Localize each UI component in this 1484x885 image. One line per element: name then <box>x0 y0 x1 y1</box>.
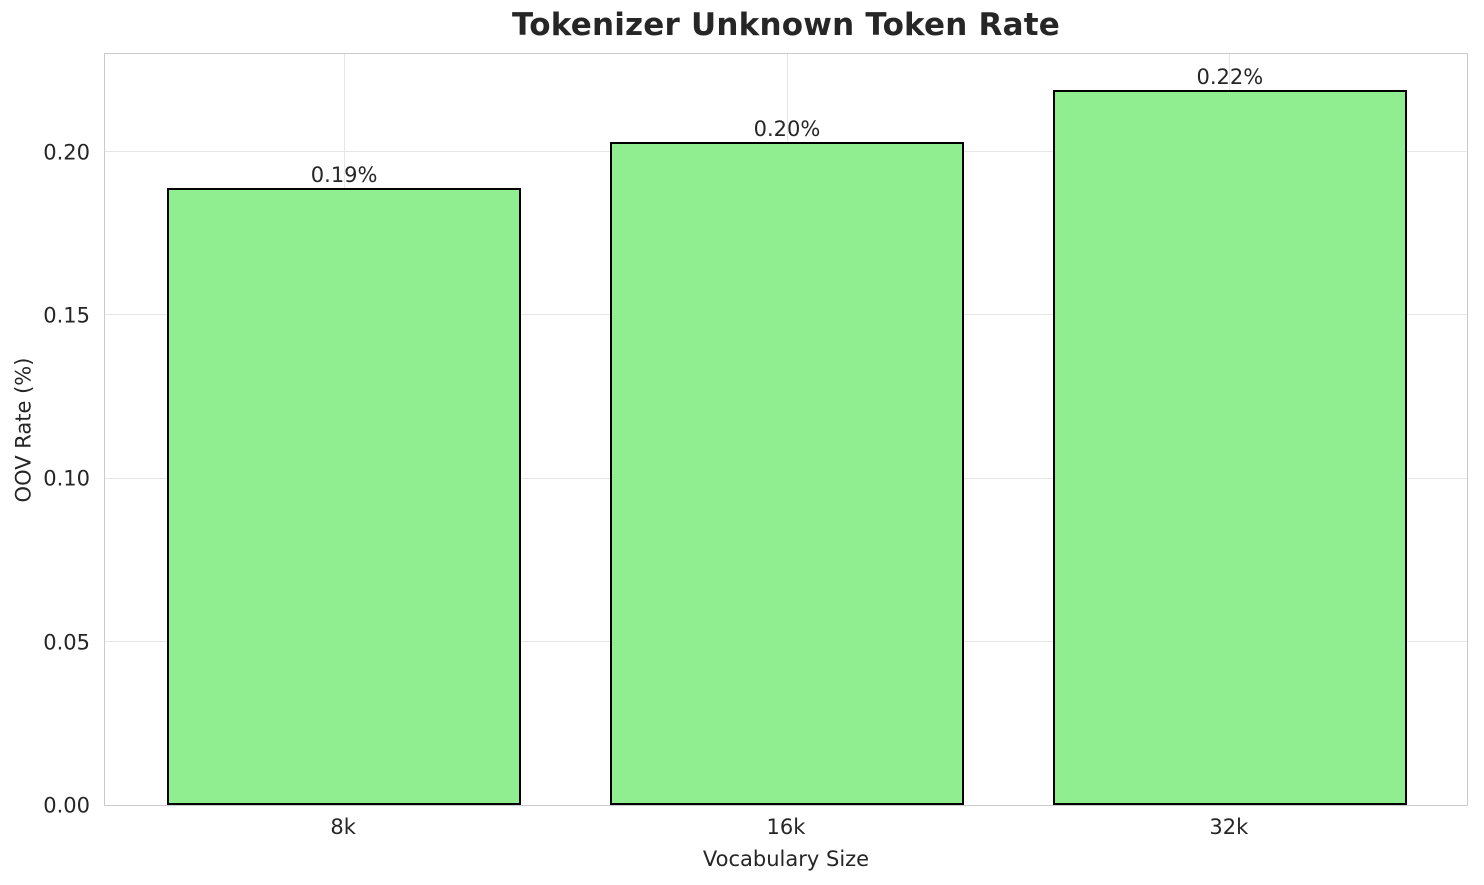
plot-area: 0.19% 0.20% 0.22% <box>104 53 1468 806</box>
x-tick-label: 16k <box>766 815 806 839</box>
bar <box>609 141 965 805</box>
bar-value-label: 0.19% <box>310 162 378 187</box>
chart-title: Tokenizer Unknown Token Rate <box>512 7 1060 43</box>
x-tick-label: 8k <box>330 815 356 839</box>
bar <box>1052 89 1407 805</box>
y-tick-label: 0.00 <box>43 793 90 818</box>
y-tick-label: 0.20 <box>43 140 90 165</box>
bar <box>167 187 522 805</box>
y-tick-label: 0.05 <box>43 630 90 655</box>
y-tick-label: 0.10 <box>43 466 90 491</box>
y-tick-label: 0.15 <box>43 303 90 328</box>
bar-value-label: 0.20% <box>753 116 821 141</box>
x-axis-label: Vocabulary Size <box>702 847 870 871</box>
x-tick-label: 32k <box>1209 815 1249 839</box>
bar-value-label: 0.22% <box>1196 64 1264 89</box>
